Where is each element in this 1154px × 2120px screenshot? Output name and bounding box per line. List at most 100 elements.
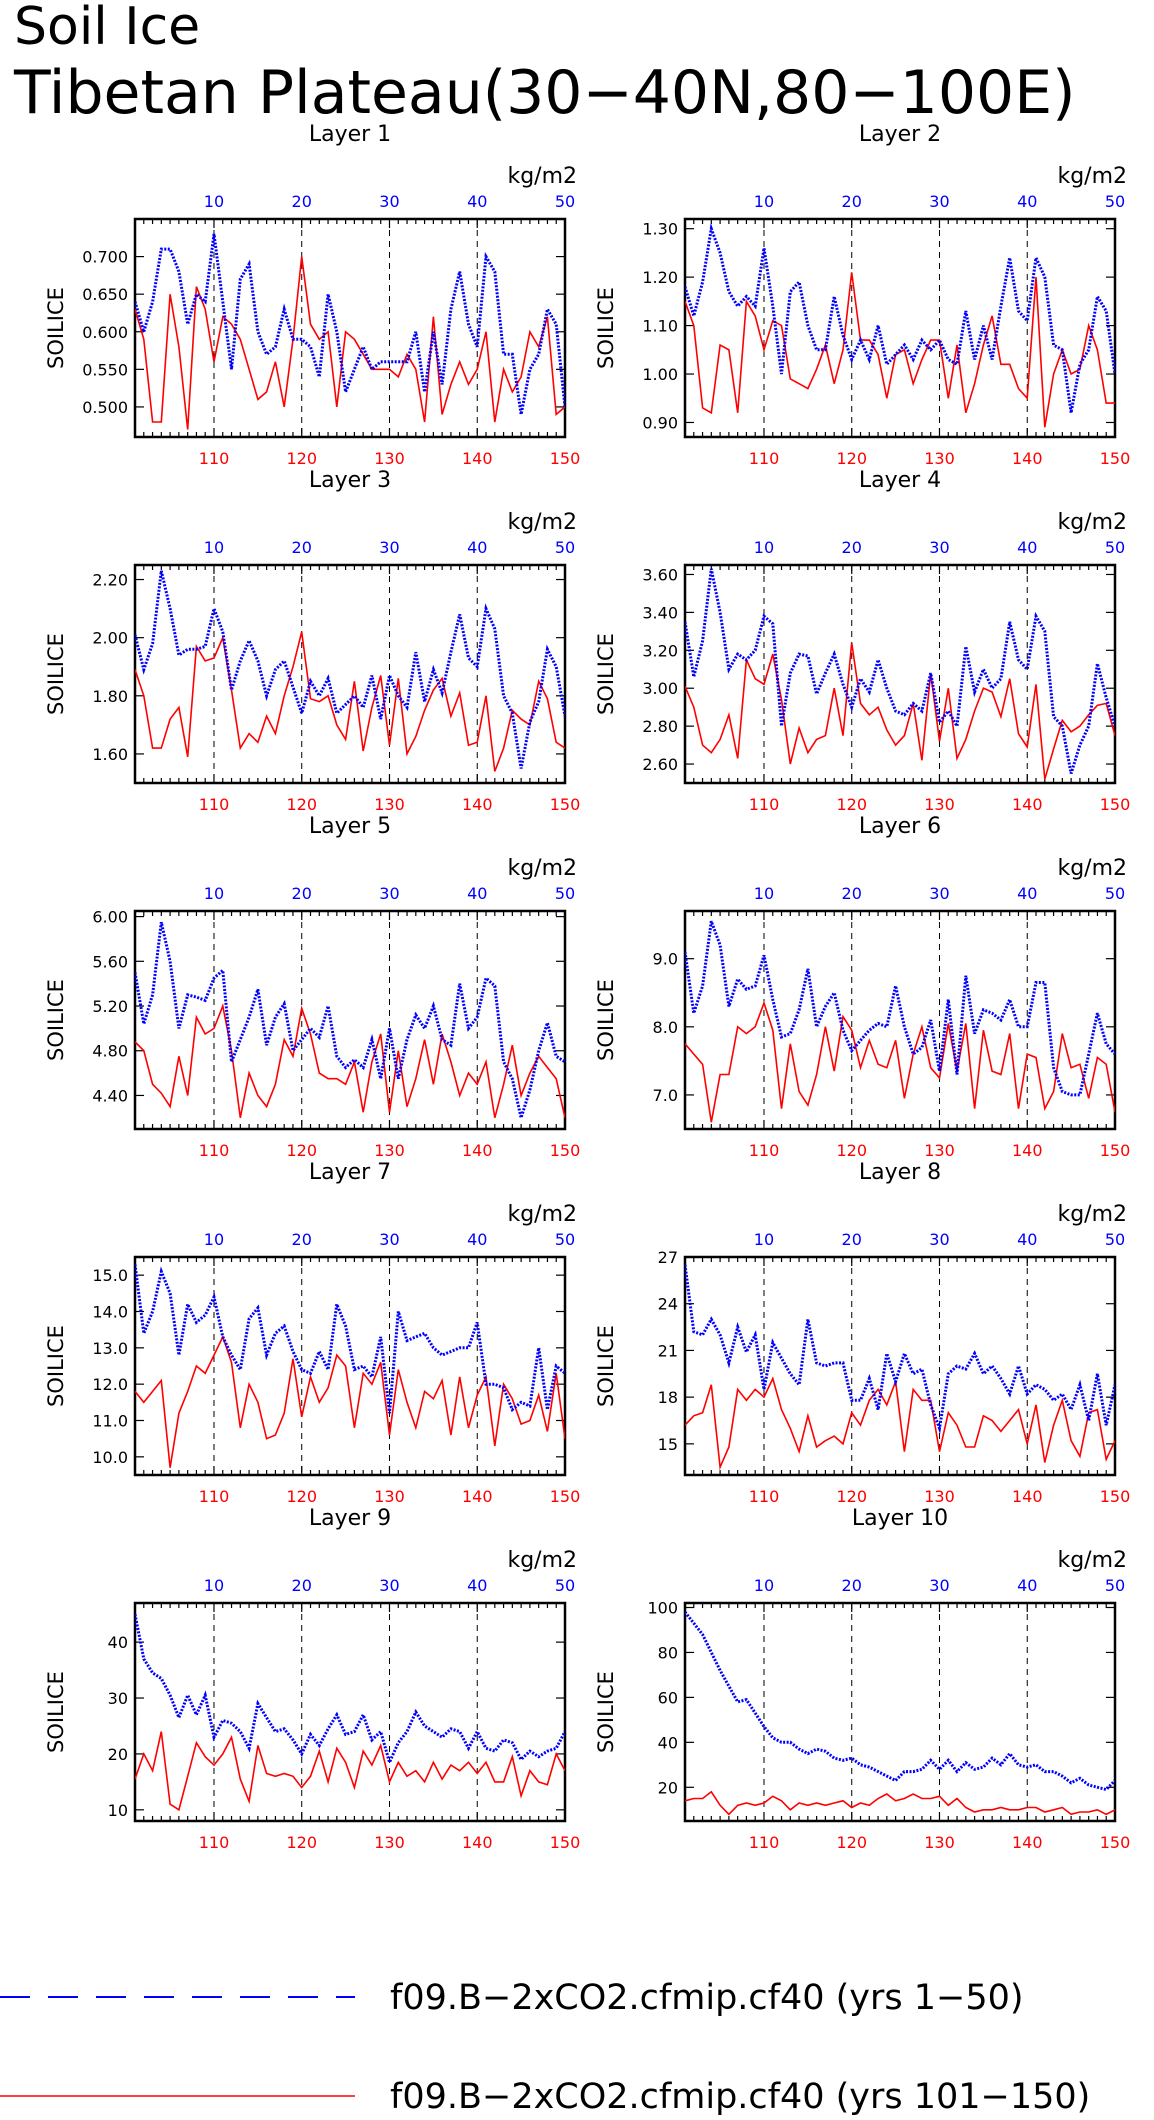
series-line-yrs-101-150 bbox=[685, 272, 1115, 428]
y-tick-label: 8.0 bbox=[653, 1018, 678, 1037]
y-axis-label: SOILICE bbox=[44, 287, 68, 369]
x-top-tick-label: 30 bbox=[379, 884, 399, 903]
y-tick-label: 3.00 bbox=[642, 679, 678, 698]
x-bottom-tick-label: 120 bbox=[836, 1487, 867, 1506]
x-bottom-tick-label: 130 bbox=[374, 795, 405, 814]
series-line-yrs-101-150 bbox=[135, 1003, 565, 1119]
x-bottom-tick-label: 130 bbox=[924, 795, 955, 814]
y-tick-label: 0.600 bbox=[82, 323, 128, 342]
x-bottom-tick-label: 150 bbox=[550, 1141, 581, 1160]
series-line-yrs-1-50 bbox=[135, 1613, 565, 1767]
x-bottom-tick-label: 110 bbox=[199, 1487, 230, 1506]
x-bottom-tick-label: 130 bbox=[374, 449, 405, 468]
x-top-tick-label: 10 bbox=[204, 1230, 224, 1249]
series-line-yrs-101-150 bbox=[135, 256, 565, 430]
series-line-yrs-101-150 bbox=[685, 1376, 1115, 1471]
series-line-yrs-101-150 bbox=[135, 631, 565, 772]
y-tick-label: 3.40 bbox=[642, 603, 678, 622]
x-top-tick-label: 40 bbox=[467, 1230, 487, 1249]
series-line-yrs-101-150 bbox=[685, 642, 1115, 780]
y-tick-label: 10.0 bbox=[92, 1448, 128, 1467]
series-line-yrs-1-50 bbox=[685, 222, 1115, 414]
y-axis-label: SOILICE bbox=[594, 1671, 618, 1753]
y-axis-label: SOILICE bbox=[44, 1325, 68, 1407]
plot-frame bbox=[133, 1601, 567, 1823]
series-line-yrs-1-50 bbox=[135, 921, 565, 1124]
x-bottom-tick-label: 140 bbox=[1012, 449, 1043, 468]
x-bottom-tick-label: 110 bbox=[749, 795, 780, 814]
y-tick-label: 40 bbox=[108, 1633, 128, 1652]
plot-frame bbox=[133, 563, 567, 785]
panel-units: kg/m2 bbox=[507, 164, 577, 189]
x-top-tick-label: 50 bbox=[1105, 1576, 1125, 1595]
y-tick-label: 1.20 bbox=[642, 268, 678, 287]
y-tick-label: 11.0 bbox=[92, 1412, 128, 1431]
figure-title-line1: Soil Ice bbox=[14, 0, 200, 57]
x-bottom-tick-label: 120 bbox=[286, 449, 317, 468]
x-top-tick-label: 40 bbox=[1017, 1230, 1037, 1249]
chart-panels: Layer 1 kg/m2 SOILICE 110 120 130 140 150 10 20 30… bbox=[44, 122, 1130, 1852]
x-top-tick-label: 30 bbox=[379, 192, 399, 211]
x-top-tick-label: 10 bbox=[204, 538, 224, 557]
y-tick-label: 1.80 bbox=[92, 687, 128, 706]
y-tick-label: 3.60 bbox=[642, 565, 678, 584]
x-top-tick-label: 10 bbox=[204, 1576, 224, 1595]
chart-panel-6: Layer 6 kg/m2 SOILICE 110 120 130 140 150 10 20 30… bbox=[594, 814, 1130, 1160]
y-tick-label: 80 bbox=[658, 1643, 678, 1662]
x-bottom-tick-label: 110 bbox=[749, 1487, 780, 1506]
y-tick-label: 21 bbox=[658, 1341, 678, 1360]
y-tick-label: 24 bbox=[658, 1295, 678, 1314]
y-tick-label: 0.700 bbox=[82, 248, 128, 267]
x-bottom-tick-label: 120 bbox=[286, 1833, 317, 1852]
x-bottom-tick-label: 120 bbox=[836, 1141, 867, 1160]
y-tick-label: 100 bbox=[647, 1598, 678, 1617]
y-tick-label: 0.90 bbox=[642, 413, 678, 432]
chart-panel-9: Layer 9 kg/m2 SOILICE 110 120 130 140 150 10 20 30… bbox=[44, 1506, 580, 1852]
panel-units: kg/m2 bbox=[507, 510, 577, 535]
x-bottom-tick-label: 140 bbox=[462, 795, 493, 814]
x-bottom-tick-label: 140 bbox=[1012, 795, 1043, 814]
x-top-tick-label: 10 bbox=[204, 884, 224, 903]
x-bottom-tick-label: 110 bbox=[749, 449, 780, 468]
plot-frame bbox=[133, 909, 567, 1131]
y-tick-label: 0.650 bbox=[82, 285, 128, 304]
panel-title: Layer 6 bbox=[859, 814, 941, 839]
x-bottom-tick-label: 110 bbox=[199, 795, 230, 814]
y-axis-label: SOILICE bbox=[44, 979, 68, 1061]
y-tick-label: 0.500 bbox=[82, 398, 128, 417]
y-tick-label: 20 bbox=[658, 1778, 678, 1797]
x-bottom-tick-label: 150 bbox=[550, 1487, 581, 1506]
panel-units: kg/m2 bbox=[1057, 510, 1127, 535]
x-bottom-tick-label: 120 bbox=[836, 795, 867, 814]
panel-title: Layer 4 bbox=[859, 468, 941, 493]
x-top-tick-label: 30 bbox=[929, 1576, 949, 1595]
panel-units: kg/m2 bbox=[1057, 856, 1127, 881]
panel-units: kg/m2 bbox=[1057, 1548, 1127, 1573]
x-top-tick-label: 50 bbox=[1105, 884, 1125, 903]
series-line-yrs-101-150 bbox=[685, 1790, 1115, 1816]
y-tick-label: 2.80 bbox=[642, 717, 678, 736]
panel-title: Layer 8 bbox=[859, 1160, 941, 1185]
x-bottom-tick-label: 140 bbox=[1012, 1141, 1043, 1160]
x-top-tick-label: 30 bbox=[379, 1576, 399, 1595]
x-bottom-tick-label: 150 bbox=[1100, 1487, 1131, 1506]
x-bottom-tick-label: 110 bbox=[749, 1141, 780, 1160]
x-top-tick-label: 20 bbox=[292, 538, 312, 557]
x-top-tick-label: 20 bbox=[292, 884, 312, 903]
x-top-tick-label: 50 bbox=[555, 538, 575, 557]
x-top-tick-label: 50 bbox=[555, 884, 575, 903]
x-top-tick-label: 10 bbox=[754, 192, 774, 211]
x-top-tick-label: 40 bbox=[467, 192, 487, 211]
x-top-tick-label: 50 bbox=[1105, 192, 1125, 211]
plot-frame bbox=[683, 909, 1117, 1131]
y-tick-label: 10 bbox=[108, 1801, 128, 1820]
x-bottom-tick-label: 120 bbox=[286, 1141, 317, 1160]
chart-panel-7: Layer 7 kg/m2 SOILICE 110 120 130 140 150 10 20 30… bbox=[44, 1160, 580, 1506]
x-bottom-tick-label: 140 bbox=[1012, 1487, 1043, 1506]
y-tick-label: 6.00 bbox=[92, 908, 128, 927]
panel-title: Layer 7 bbox=[309, 1160, 391, 1185]
x-bottom-tick-label: 150 bbox=[1100, 1833, 1131, 1852]
y-tick-label: 15.0 bbox=[92, 1266, 128, 1285]
series-line-yrs-1-50 bbox=[135, 570, 565, 769]
x-bottom-tick-label: 110 bbox=[749, 1833, 780, 1852]
